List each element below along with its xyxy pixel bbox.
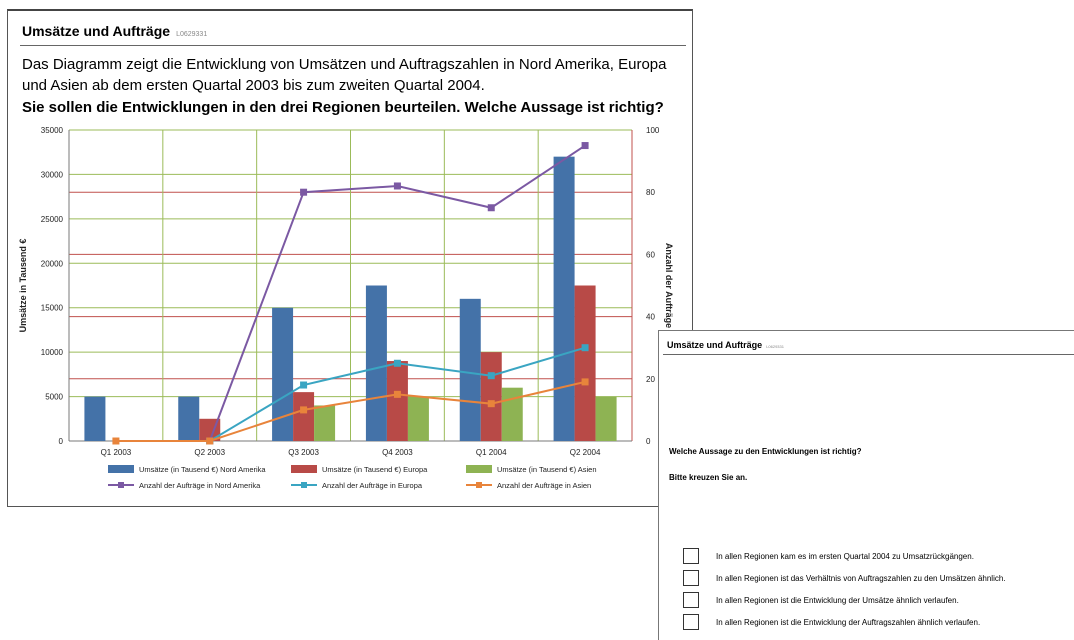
bar — [293, 392, 315, 441]
answer-card-code: L0629331 — [766, 344, 784, 349]
option-2[interactable]: In allen Regionen ist das Verhältnis von… — [683, 570, 1006, 586]
bar — [314, 405, 336, 441]
x-tick-label: Q4 2003 — [382, 448, 413, 457]
chart-card: Umsätze und Aufträge L0629331 Das Diagram… — [7, 9, 693, 507]
legend-label: Umsätze (in Tausend €) Europa — [322, 465, 428, 474]
line-marker — [206, 437, 214, 445]
legend-swatch — [466, 465, 492, 473]
y-tick-label: 0 — [59, 437, 64, 446]
line-marker — [300, 381, 308, 389]
intro-text: Das Diagramm zeigt die Entwicklung von U… — [22, 56, 667, 94]
bar — [574, 285, 596, 441]
line-marker — [393, 390, 401, 398]
bar — [407, 396, 429, 441]
x-tick-label: Q2 2004 — [570, 448, 601, 457]
bar — [480, 352, 502, 441]
y2-tick-label: 60 — [646, 250, 655, 259]
line-marker — [300, 406, 308, 414]
line-marker — [393, 359, 401, 367]
answer-instruction: Bitte kreuzen Sie an. — [669, 473, 748, 482]
option-3[interactable]: In allen Regionen ist die Entwicklung de… — [683, 592, 959, 608]
option-4[interactable]: In allen Regionen ist die Entwicklung de… — [683, 614, 980, 630]
x-tick-label: Q3 2003 — [288, 448, 319, 457]
line-marker — [581, 142, 589, 150]
line-marker — [487, 204, 495, 212]
line-marker — [487, 400, 495, 408]
line-marker — [487, 372, 495, 380]
y-tick-label: 25000 — [41, 215, 64, 224]
question-text: Sie sollen die Entwicklungen in den drei… — [22, 99, 664, 116]
legend-marker — [476, 482, 482, 488]
legend-swatch — [291, 465, 317, 473]
bar — [553, 156, 575, 441]
answer-title-divider — [663, 354, 1074, 355]
line-marker — [581, 344, 589, 352]
option-2-checkbox[interactable] — [683, 570, 699, 586]
y-tick-label: 35000 — [41, 126, 64, 135]
legend-marker — [301, 482, 307, 488]
option-4-checkbox[interactable] — [683, 614, 699, 630]
y2-tick-label: 80 — [646, 188, 655, 197]
card-code: L0629331 — [176, 31, 208, 38]
y2-tick-label: 40 — [646, 313, 655, 322]
y2-axis-title: Anzahl der Aufträge — [664, 243, 674, 328]
line-marker — [393, 182, 401, 190]
option-1[interactable]: In allen Regionen kam es im ersten Quart… — [683, 548, 974, 564]
y-tick-label: 20000 — [41, 259, 64, 268]
line-marker — [581, 378, 589, 386]
x-tick-label: Q1 2003 — [101, 448, 132, 457]
answer-card-title: Umsätze und Aufträge L0629331 — [667, 340, 784, 350]
option-3-label: In allen Regionen ist die Entwicklung de… — [716, 595, 959, 605]
y2-tick-label: 0 — [646, 437, 651, 446]
bar — [386, 361, 408, 441]
y-tick-label: 5000 — [45, 393, 63, 402]
bar — [272, 307, 294, 441]
bar — [459, 298, 481, 441]
bar — [84, 396, 106, 441]
series-line — [115, 380, 586, 442]
answer-question: Welche Aussage zu den Entwicklungen ist … — [669, 447, 862, 456]
y-axis-title: Umsätze in Tausend € — [18, 239, 28, 333]
legend-marker — [118, 482, 124, 488]
line-marker — [112, 437, 120, 445]
y-tick-label: 30000 — [41, 170, 64, 179]
bar — [501, 387, 523, 441]
legend-label: Anzahl der Aufträge in Asien — [497, 481, 591, 490]
y2-tick-label: 100 — [646, 126, 660, 135]
legend-swatch — [108, 465, 134, 473]
bar — [365, 285, 387, 441]
option-1-checkbox[interactable] — [683, 548, 699, 564]
combo-chart: 0 5000 10000 15000 20000 25000 30000 35000 0 20 40… — [18, 126, 674, 490]
legend-label: Umsätze (in Tausend €) Asien — [497, 465, 597, 474]
legend-label: Umsätze (in Tausend €) Nord Amerika — [139, 465, 266, 474]
card-title: Umsätze und Aufträge L0629331 — [22, 23, 208, 39]
option-1-label: In allen Regionen kam es im ersten Quart… — [716, 551, 974, 561]
title-divider — [20, 45, 686, 46]
y2-tick-label: 20 — [646, 375, 655, 384]
option-2-label: In allen Regionen ist das Verhältnis von… — [716, 573, 1006, 583]
option-4-label: In allen Regionen ist die Entwicklung de… — [716, 617, 981, 627]
legend-label: Anzahl der Aufträge in Nord Amerika — [139, 481, 261, 490]
option-3-checkbox[interactable] — [683, 592, 699, 608]
bar — [595, 396, 617, 441]
legend-label: Anzahl der Aufträge in Europa — [322, 481, 423, 490]
x-tick-label: Q1 2004 — [476, 448, 507, 457]
answer-card: Umsätze und Aufträge L0629331 Welche Auss… — [658, 330, 1074, 640]
y-tick-label: 15000 — [41, 304, 64, 313]
x-tick-label: Q2 2003 — [194, 448, 225, 457]
y-tick-label: 10000 — [41, 348, 64, 357]
line-marker — [300, 188, 308, 196]
bar — [178, 396, 200, 441]
